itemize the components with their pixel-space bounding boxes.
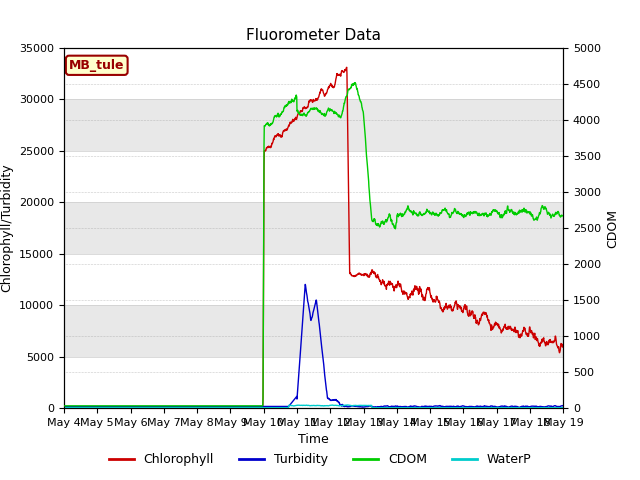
Text: MB_tule: MB_tule [69,59,125,72]
Title: Fluorometer Data: Fluorometer Data [246,28,381,43]
Bar [64,202,563,254]
Bar [64,0,563,48]
Legend: Chlorophyll, Turbidity, CDOM, WaterP: Chlorophyll, Turbidity, CDOM, WaterP [104,448,536,471]
Bar [64,305,563,357]
X-axis label: Time: Time [298,433,329,446]
Bar [64,99,563,151]
Y-axis label: Chlorophyll/Turbidity: Chlorophyll/Turbidity [1,164,13,292]
Y-axis label: CDOM: CDOM [607,208,620,248]
